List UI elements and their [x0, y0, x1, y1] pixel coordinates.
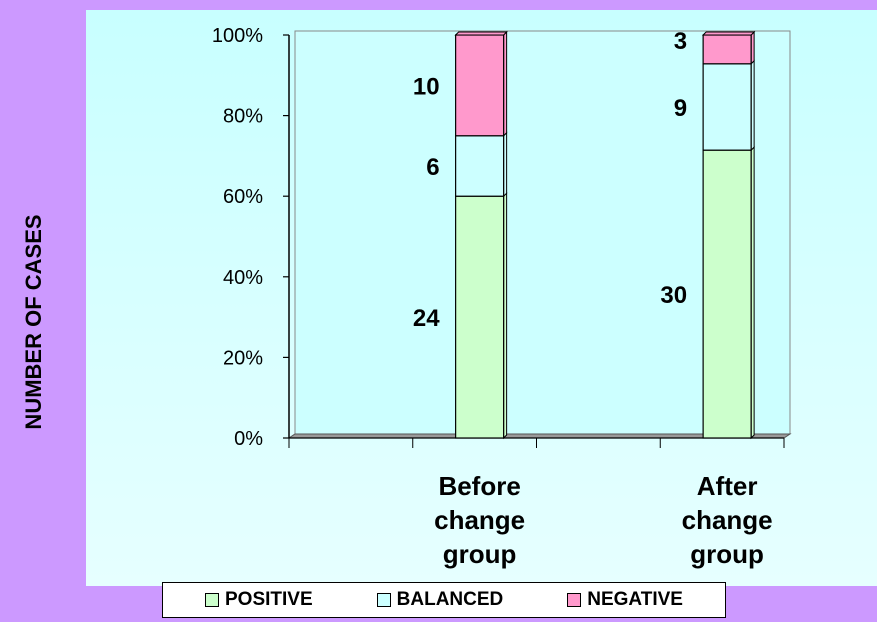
bar-segment-balanced — [455, 135, 505, 197]
x-category-label: Before — [438, 471, 520, 501]
bar-segment-negative — [455, 34, 505, 137]
legend-item-balanced: BALANCED — [376, 589, 504, 611]
legend-item-negative: NEGATIVE — [567, 589, 683, 611]
bar-segment-positive — [702, 149, 752, 439]
legend-label: POSITIVE — [225, 589, 313, 610]
legend-swatch — [567, 593, 582, 607]
bar-segment-positive — [455, 195, 505, 439]
legend: POSITIVE BALANCED NEGATIVE — [162, 582, 726, 618]
y-tick-label: 100% — [212, 25, 263, 47]
legend-swatch — [205, 593, 219, 607]
bar-segment-negative — [702, 34, 752, 65]
legend-item-positive: POSITIVE — [205, 589, 313, 611]
legend-label: NEGATIVE — [587, 589, 683, 610]
y-tick-label: 60% — [223, 186, 263, 208]
bar-top-face — [454, 31, 508, 36]
legend-swatch — [376, 593, 391, 607]
legend-label: BALANCED — [396, 589, 504, 610]
y-tick-label: 20% — [223, 347, 263, 369]
data-label: 9 — [674, 95, 687, 122]
bar-segment-balanced — [702, 63, 752, 151]
y-tick-label: 40% — [223, 267, 263, 289]
x-category-label: change — [682, 505, 773, 535]
bar-top-face — [701, 31, 756, 36]
y-tick-label: 80% — [223, 106, 263, 128]
data-label: 10 — [413, 73, 440, 100]
data-label: 24 — [413, 305, 440, 332]
y-tick-label: 0% — [234, 428, 263, 450]
data-label: 30 — [660, 282, 687, 309]
x-category-label: change — [434, 505, 525, 535]
x-category-label: After — [697, 471, 758, 501]
x-category-label: group — [443, 539, 517, 569]
x-category-label: group — [690, 539, 764, 569]
data-label: 3 — [674, 28, 687, 55]
data-label: 6 — [426, 154, 439, 181]
